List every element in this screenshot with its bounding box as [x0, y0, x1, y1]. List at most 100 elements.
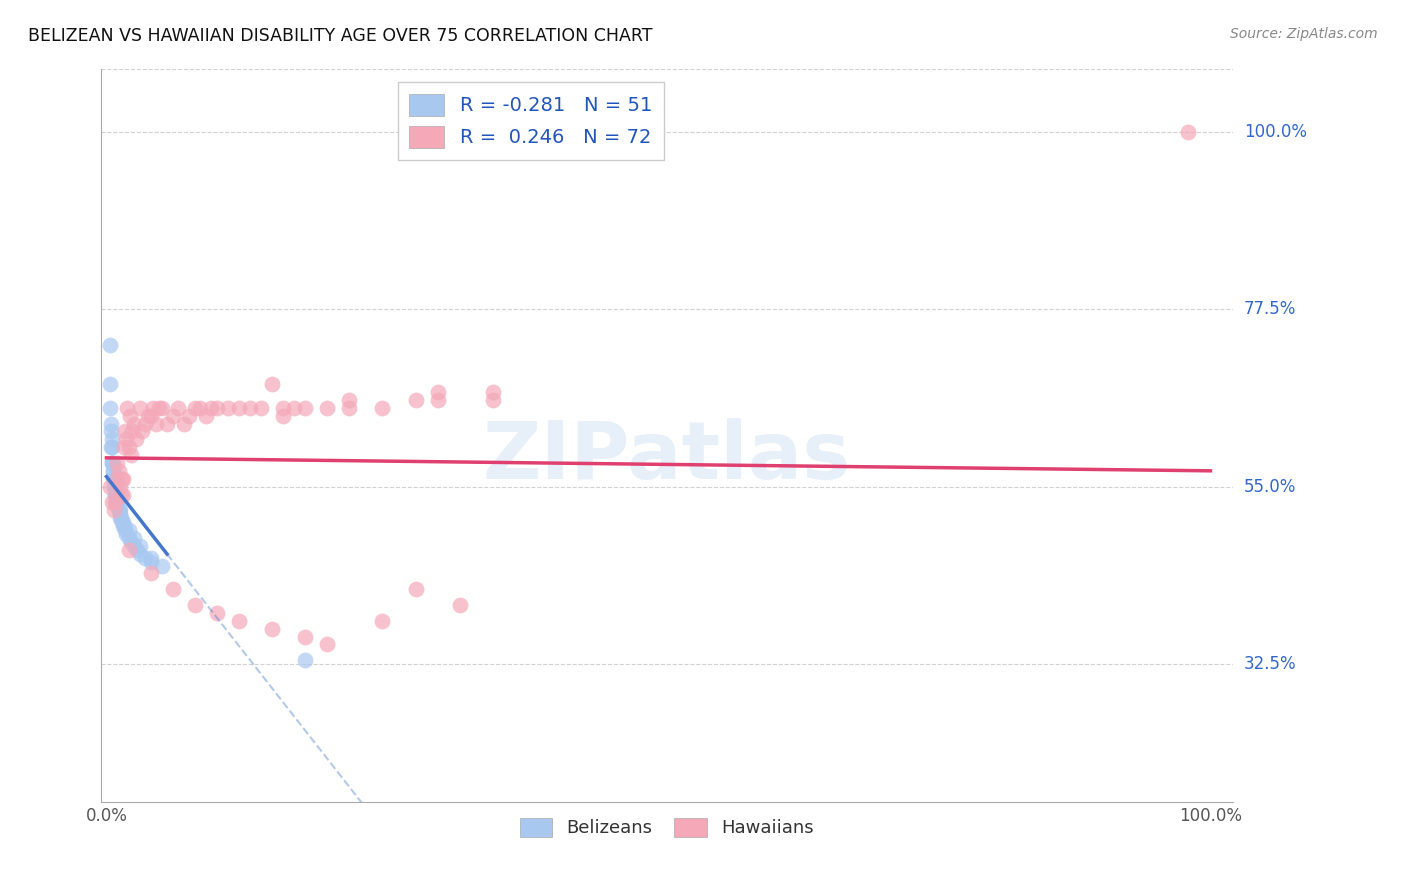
Point	[107, 503, 129, 517]
Point	[122, 539, 145, 553]
Point	[405, 582, 427, 597]
Point	[162, 582, 184, 597]
Point	[110, 511, 132, 525]
Point	[100, 425, 122, 439]
Point	[107, 503, 129, 517]
Point	[139, 409, 162, 423]
Point	[107, 500, 129, 514]
Point	[294, 630, 316, 644]
Point	[173, 417, 195, 431]
Point	[194, 409, 217, 423]
Text: 32.5%: 32.5%	[1244, 656, 1296, 673]
Point	[100, 440, 122, 454]
Point	[228, 401, 250, 415]
Point	[316, 638, 339, 652]
Point	[482, 392, 505, 407]
Point	[283, 401, 305, 415]
Point	[98, 337, 121, 351]
Point	[188, 401, 211, 415]
Point	[128, 539, 150, 553]
Point	[138, 409, 160, 423]
Point	[108, 480, 131, 494]
Point	[111, 472, 134, 486]
Point	[115, 433, 138, 447]
Point	[128, 401, 150, 415]
Point	[148, 401, 170, 415]
Point	[121, 425, 143, 439]
Point	[294, 401, 316, 415]
Point	[217, 401, 239, 415]
Point	[114, 523, 136, 537]
Point	[98, 480, 121, 494]
Point	[405, 392, 427, 407]
Point	[100, 417, 122, 431]
Point	[105, 495, 128, 509]
Text: BELIZEAN VS HAWAIIAN DISABILITY AGE OVER 75 CORRELATION CHART: BELIZEAN VS HAWAIIAN DISABILITY AGE OVER…	[28, 27, 652, 45]
Point	[371, 401, 394, 415]
Point	[139, 555, 162, 569]
Text: Source: ZipAtlas.com: Source: ZipAtlas.com	[1230, 27, 1378, 41]
Point	[150, 401, 173, 415]
Point	[167, 401, 190, 415]
Point	[111, 519, 134, 533]
Text: ZIPatlas: ZIPatlas	[482, 418, 851, 497]
Point	[250, 401, 273, 415]
Point	[260, 377, 283, 392]
Point	[112, 519, 135, 533]
Text: 55.0%: 55.0%	[1244, 478, 1296, 496]
Point	[271, 401, 294, 415]
Point	[107, 464, 129, 478]
Point	[117, 542, 139, 557]
Point	[449, 598, 471, 612]
Point	[184, 401, 207, 415]
Point	[101, 464, 124, 478]
Point	[482, 384, 505, 399]
Point	[108, 511, 131, 525]
Point	[117, 401, 139, 415]
Point	[107, 495, 129, 509]
Point	[104, 495, 127, 509]
Point	[139, 566, 162, 581]
Point	[115, 527, 138, 541]
Point	[101, 464, 124, 478]
Point	[103, 480, 125, 494]
Point	[1177, 125, 1199, 139]
Point	[128, 547, 150, 561]
Point	[101, 433, 124, 447]
Point	[205, 606, 228, 620]
Point	[142, 401, 165, 415]
Point	[107, 495, 129, 509]
Point	[103, 480, 125, 494]
Point	[103, 472, 125, 486]
Point	[316, 401, 339, 415]
Point	[131, 425, 153, 439]
Point	[156, 417, 179, 431]
Point	[104, 487, 127, 501]
Point	[110, 487, 132, 501]
Point	[101, 456, 124, 470]
Point	[179, 409, 201, 423]
Point	[134, 417, 156, 431]
Point	[260, 622, 283, 636]
Point	[426, 392, 449, 407]
Point	[117, 440, 139, 454]
Point	[103, 503, 125, 517]
Point	[107, 456, 129, 470]
Point	[111, 472, 134, 486]
Text: 100.0%: 100.0%	[1244, 122, 1306, 141]
Point	[162, 409, 184, 423]
Point	[184, 598, 207, 612]
Point	[111, 487, 134, 501]
Point	[122, 531, 145, 545]
Point	[294, 653, 316, 667]
Point	[108, 508, 131, 522]
Point	[122, 417, 145, 431]
Point	[271, 409, 294, 423]
Point	[228, 614, 250, 628]
Point	[150, 558, 173, 573]
Point	[127, 542, 149, 557]
Point	[101, 440, 124, 454]
Point	[337, 401, 360, 415]
Point	[111, 515, 134, 529]
Point	[139, 550, 162, 565]
